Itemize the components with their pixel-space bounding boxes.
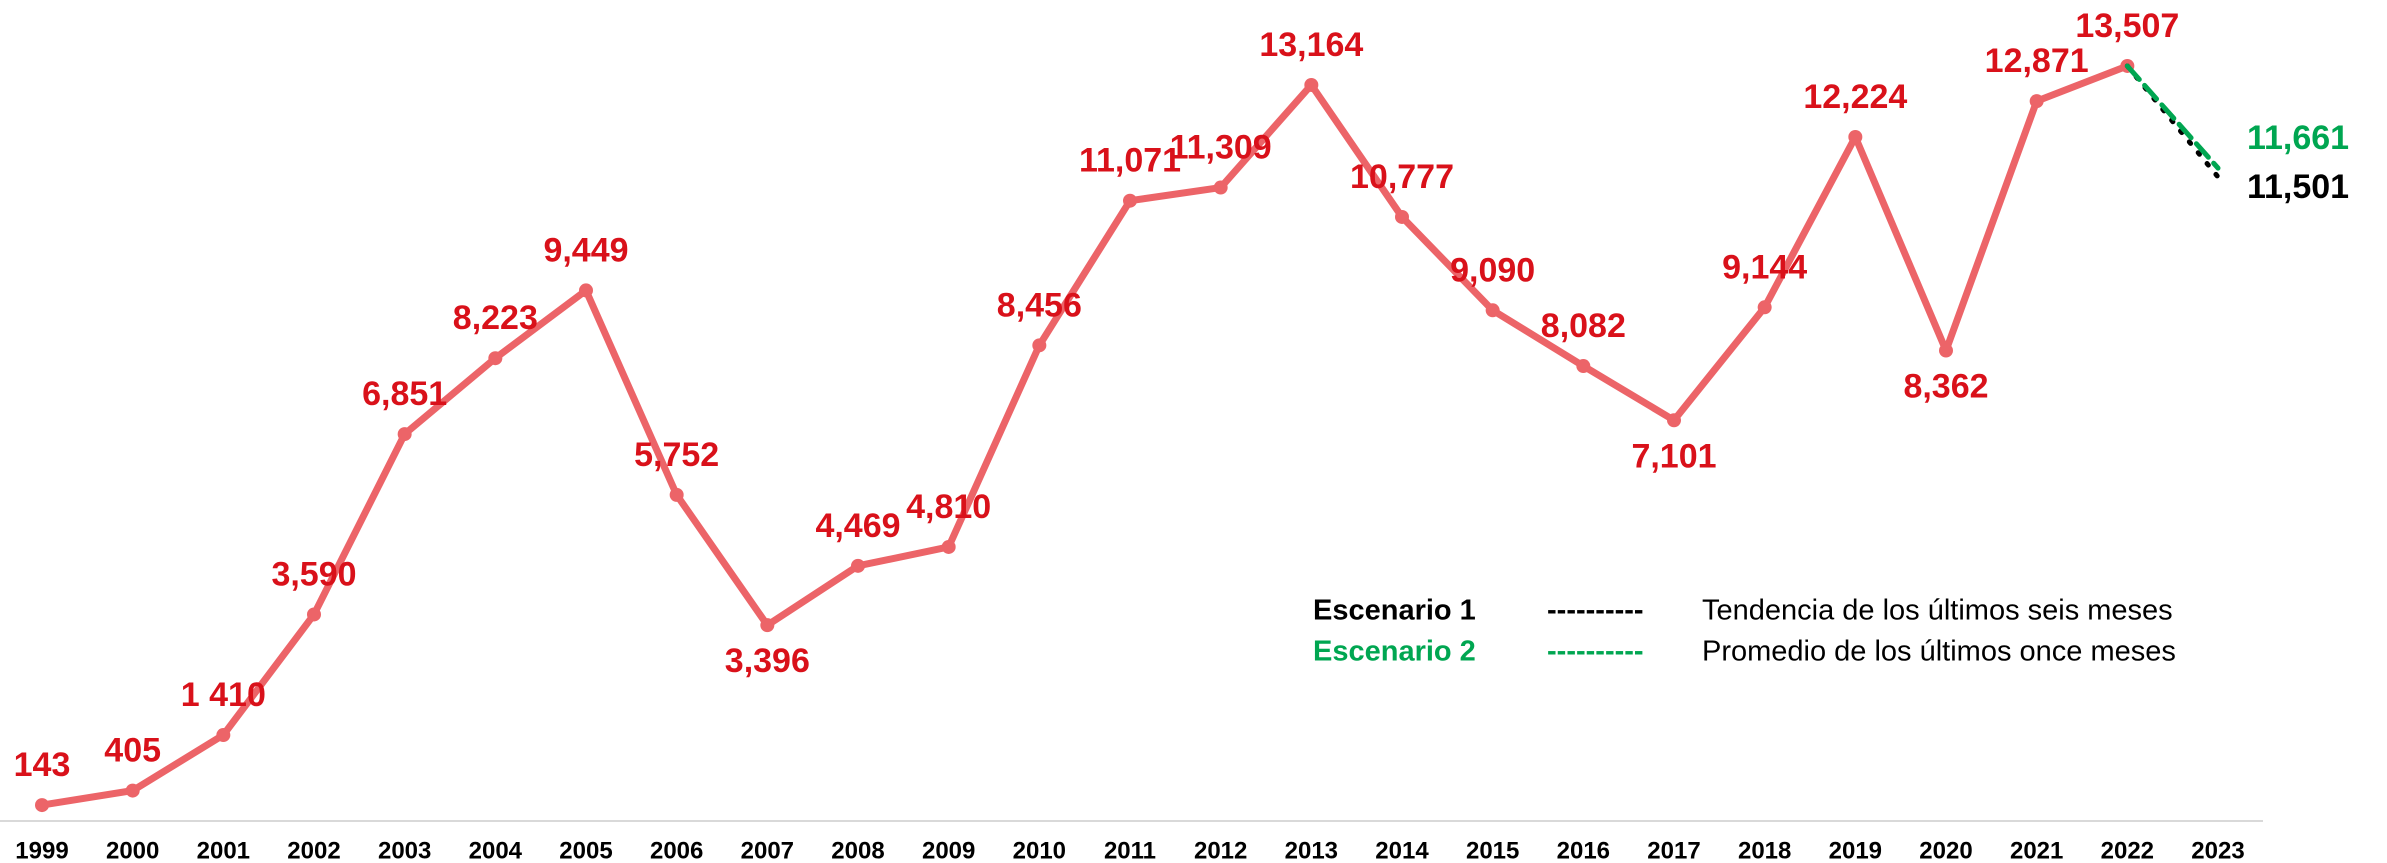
data-label: 9,449 (543, 231, 628, 269)
x-tick-label: 2012 (1194, 837, 1247, 863)
point (1757, 300, 1772, 315)
x-tick-label: 2016 (1557, 837, 1610, 863)
data-label: 8,223 (453, 299, 538, 337)
point (1032, 338, 1047, 353)
point (125, 783, 140, 798)
data-label: 9,090 (1450, 251, 1535, 289)
data-label: 4,810 (906, 488, 991, 526)
point (1485, 303, 1500, 318)
point (851, 558, 865, 573)
x-tick-label: 2017 (1647, 837, 1700, 863)
data-label: 8,456 (997, 286, 1082, 324)
x-tick-label: 2014 (1375, 837, 1429, 863)
point (1939, 343, 1953, 358)
data-label: 13,164 (1259, 26, 1363, 64)
data-label: 1 410 (181, 676, 266, 714)
x-tick-label: 2003 (378, 837, 431, 863)
x-tick-label: 2018 (1738, 837, 1791, 863)
data-label: 11,501 (2247, 168, 2349, 206)
x-tick-label: 2023 (2191, 837, 2244, 863)
x-tick-label: 2020 (1919, 837, 1972, 863)
legend-description: Promedio de los últimos once meses (1702, 636, 2176, 668)
data-label: 11,309 (1170, 129, 1272, 167)
legend-line: ---------- (1547, 636, 1644, 668)
line (2124, 63, 2221, 180)
data-label: 3,590 (271, 555, 356, 593)
legend-label: Escenario 1 (1313, 595, 1476, 627)
data-label: 12,871 (1985, 42, 2089, 80)
x-tick-label: 2001 (197, 837, 250, 863)
point (307, 607, 321, 622)
x-tick-label: 2019 (1829, 837, 1882, 863)
point (669, 487, 684, 502)
x-tick-label: 1999 (15, 837, 68, 863)
point (35, 798, 49, 813)
data-label: 10,777 (1350, 158, 1454, 196)
point (397, 427, 412, 442)
point (941, 539, 956, 554)
point (1123, 193, 1137, 208)
data-label: 8,082 (1541, 307, 1626, 345)
data-label: 4,469 (815, 507, 900, 545)
x-tick-label: 2008 (831, 837, 884, 863)
data-label: 8,362 (1903, 368, 1988, 406)
data-label: 13,507 (2075, 7, 2179, 45)
data-label: 5,752 (634, 436, 719, 474)
x-tick-label: 2002 (287, 837, 340, 863)
x-tick-label: 2006 (650, 837, 703, 863)
x-tick-label: 2000 (106, 837, 159, 863)
legend-description: Tendencia de los últimos seis meses (1702, 595, 2173, 627)
point (760, 618, 775, 633)
point (1667, 413, 1681, 428)
x-tick-label: 2013 (1285, 837, 1338, 863)
data-label: 3,396 (725, 642, 810, 680)
data-label: 9,144 (1722, 248, 1807, 286)
x-tick-label: 2021 (2010, 837, 2063, 863)
line (38, 62, 2131, 809)
x-tick-label: 2010 (1013, 837, 1066, 863)
data-label: 6,851 (362, 375, 447, 413)
x-tick-label: 2005 (559, 837, 612, 863)
data-label: 11,071 (1079, 142, 1181, 180)
point (1576, 359, 1591, 374)
x-tick-label: 2022 (2101, 837, 2154, 863)
x-tick-label: 2015 (1466, 837, 1519, 863)
point (579, 283, 593, 298)
point (1848, 129, 1863, 144)
point (1395, 209, 1409, 224)
data-label: 405 (104, 732, 161, 770)
x-tick-label: 2007 (741, 837, 794, 863)
x-tick-label: 2009 (922, 837, 975, 863)
point (216, 728, 231, 743)
legend-label: Escenario 2 (1313, 636, 1476, 668)
point (2029, 94, 2044, 109)
line (2124, 63, 2221, 171)
data-label: 12,224 (1803, 78, 1907, 116)
point (1213, 180, 1228, 195)
data-label: 7,101 (1631, 437, 1716, 475)
legend-line: ---------- (1547, 595, 1644, 627)
x-tick-label: 2011 (1104, 837, 1156, 863)
data-label: 143 (14, 746, 71, 784)
data-label: 11,661 (2247, 119, 2349, 157)
point (1304, 77, 1319, 92)
point (488, 351, 503, 366)
x-tick-label: 2004 (469, 837, 523, 863)
